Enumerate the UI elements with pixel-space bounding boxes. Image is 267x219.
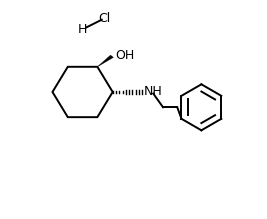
Polygon shape (97, 55, 113, 67)
Text: H: H (77, 23, 87, 36)
Text: Cl: Cl (98, 12, 110, 25)
Text: NH: NH (144, 85, 163, 99)
Text: OH: OH (115, 49, 134, 62)
